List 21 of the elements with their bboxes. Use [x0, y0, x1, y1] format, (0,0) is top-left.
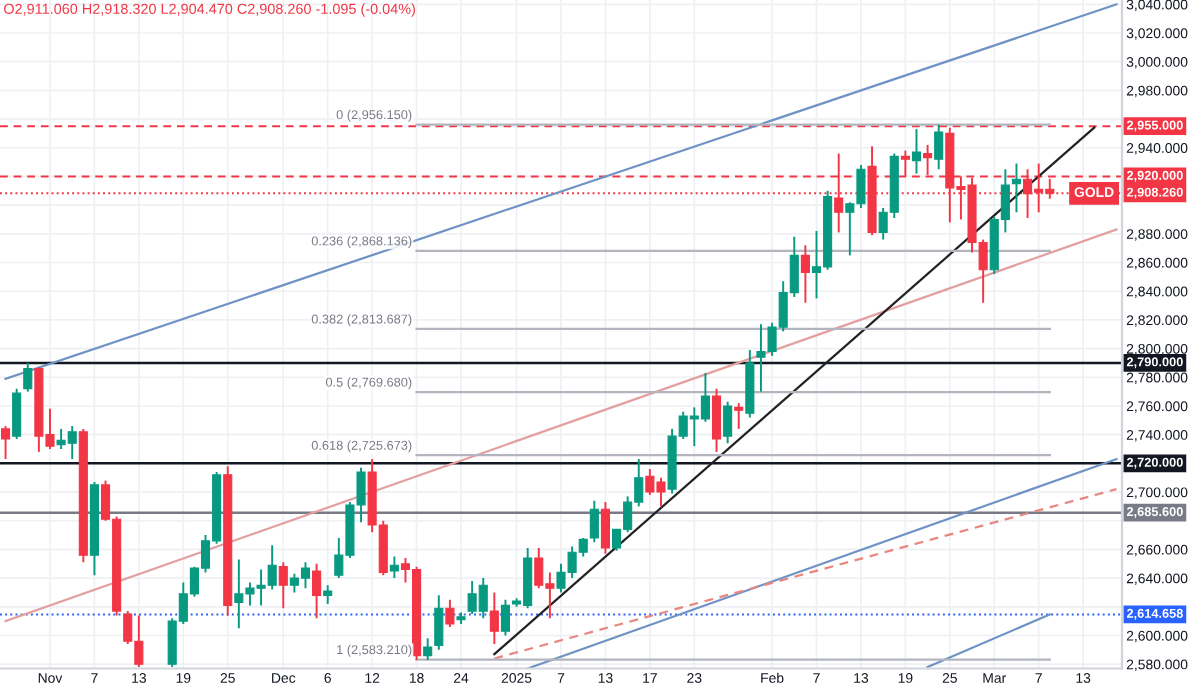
candlestick: [734, 402, 744, 430]
candlestick: [423, 637, 433, 661]
candlestick: [711, 387, 722, 453]
candlestick: [600, 501, 610, 555]
candlestick: [589, 499, 599, 544]
candlestick: [12, 387, 22, 440]
candlestick: [389, 555, 399, 580]
candlestick: [800, 244, 810, 304]
candlestick: [723, 400, 733, 445]
candlestick: [312, 562, 322, 620]
candlestick: [278, 561, 288, 610]
candlestick: [1011, 162, 1022, 214]
candlestick: [434, 594, 444, 651]
candlestick: [1, 425, 11, 461]
candlestick: [445, 598, 455, 628]
candlestick: [934, 123, 944, 171]
candlestick: [489, 591, 499, 646]
candlestick: [500, 598, 511, 637]
candlestick: [23, 361, 33, 393]
candlestick: [323, 584, 333, 605]
candlestick: [911, 128, 922, 175]
